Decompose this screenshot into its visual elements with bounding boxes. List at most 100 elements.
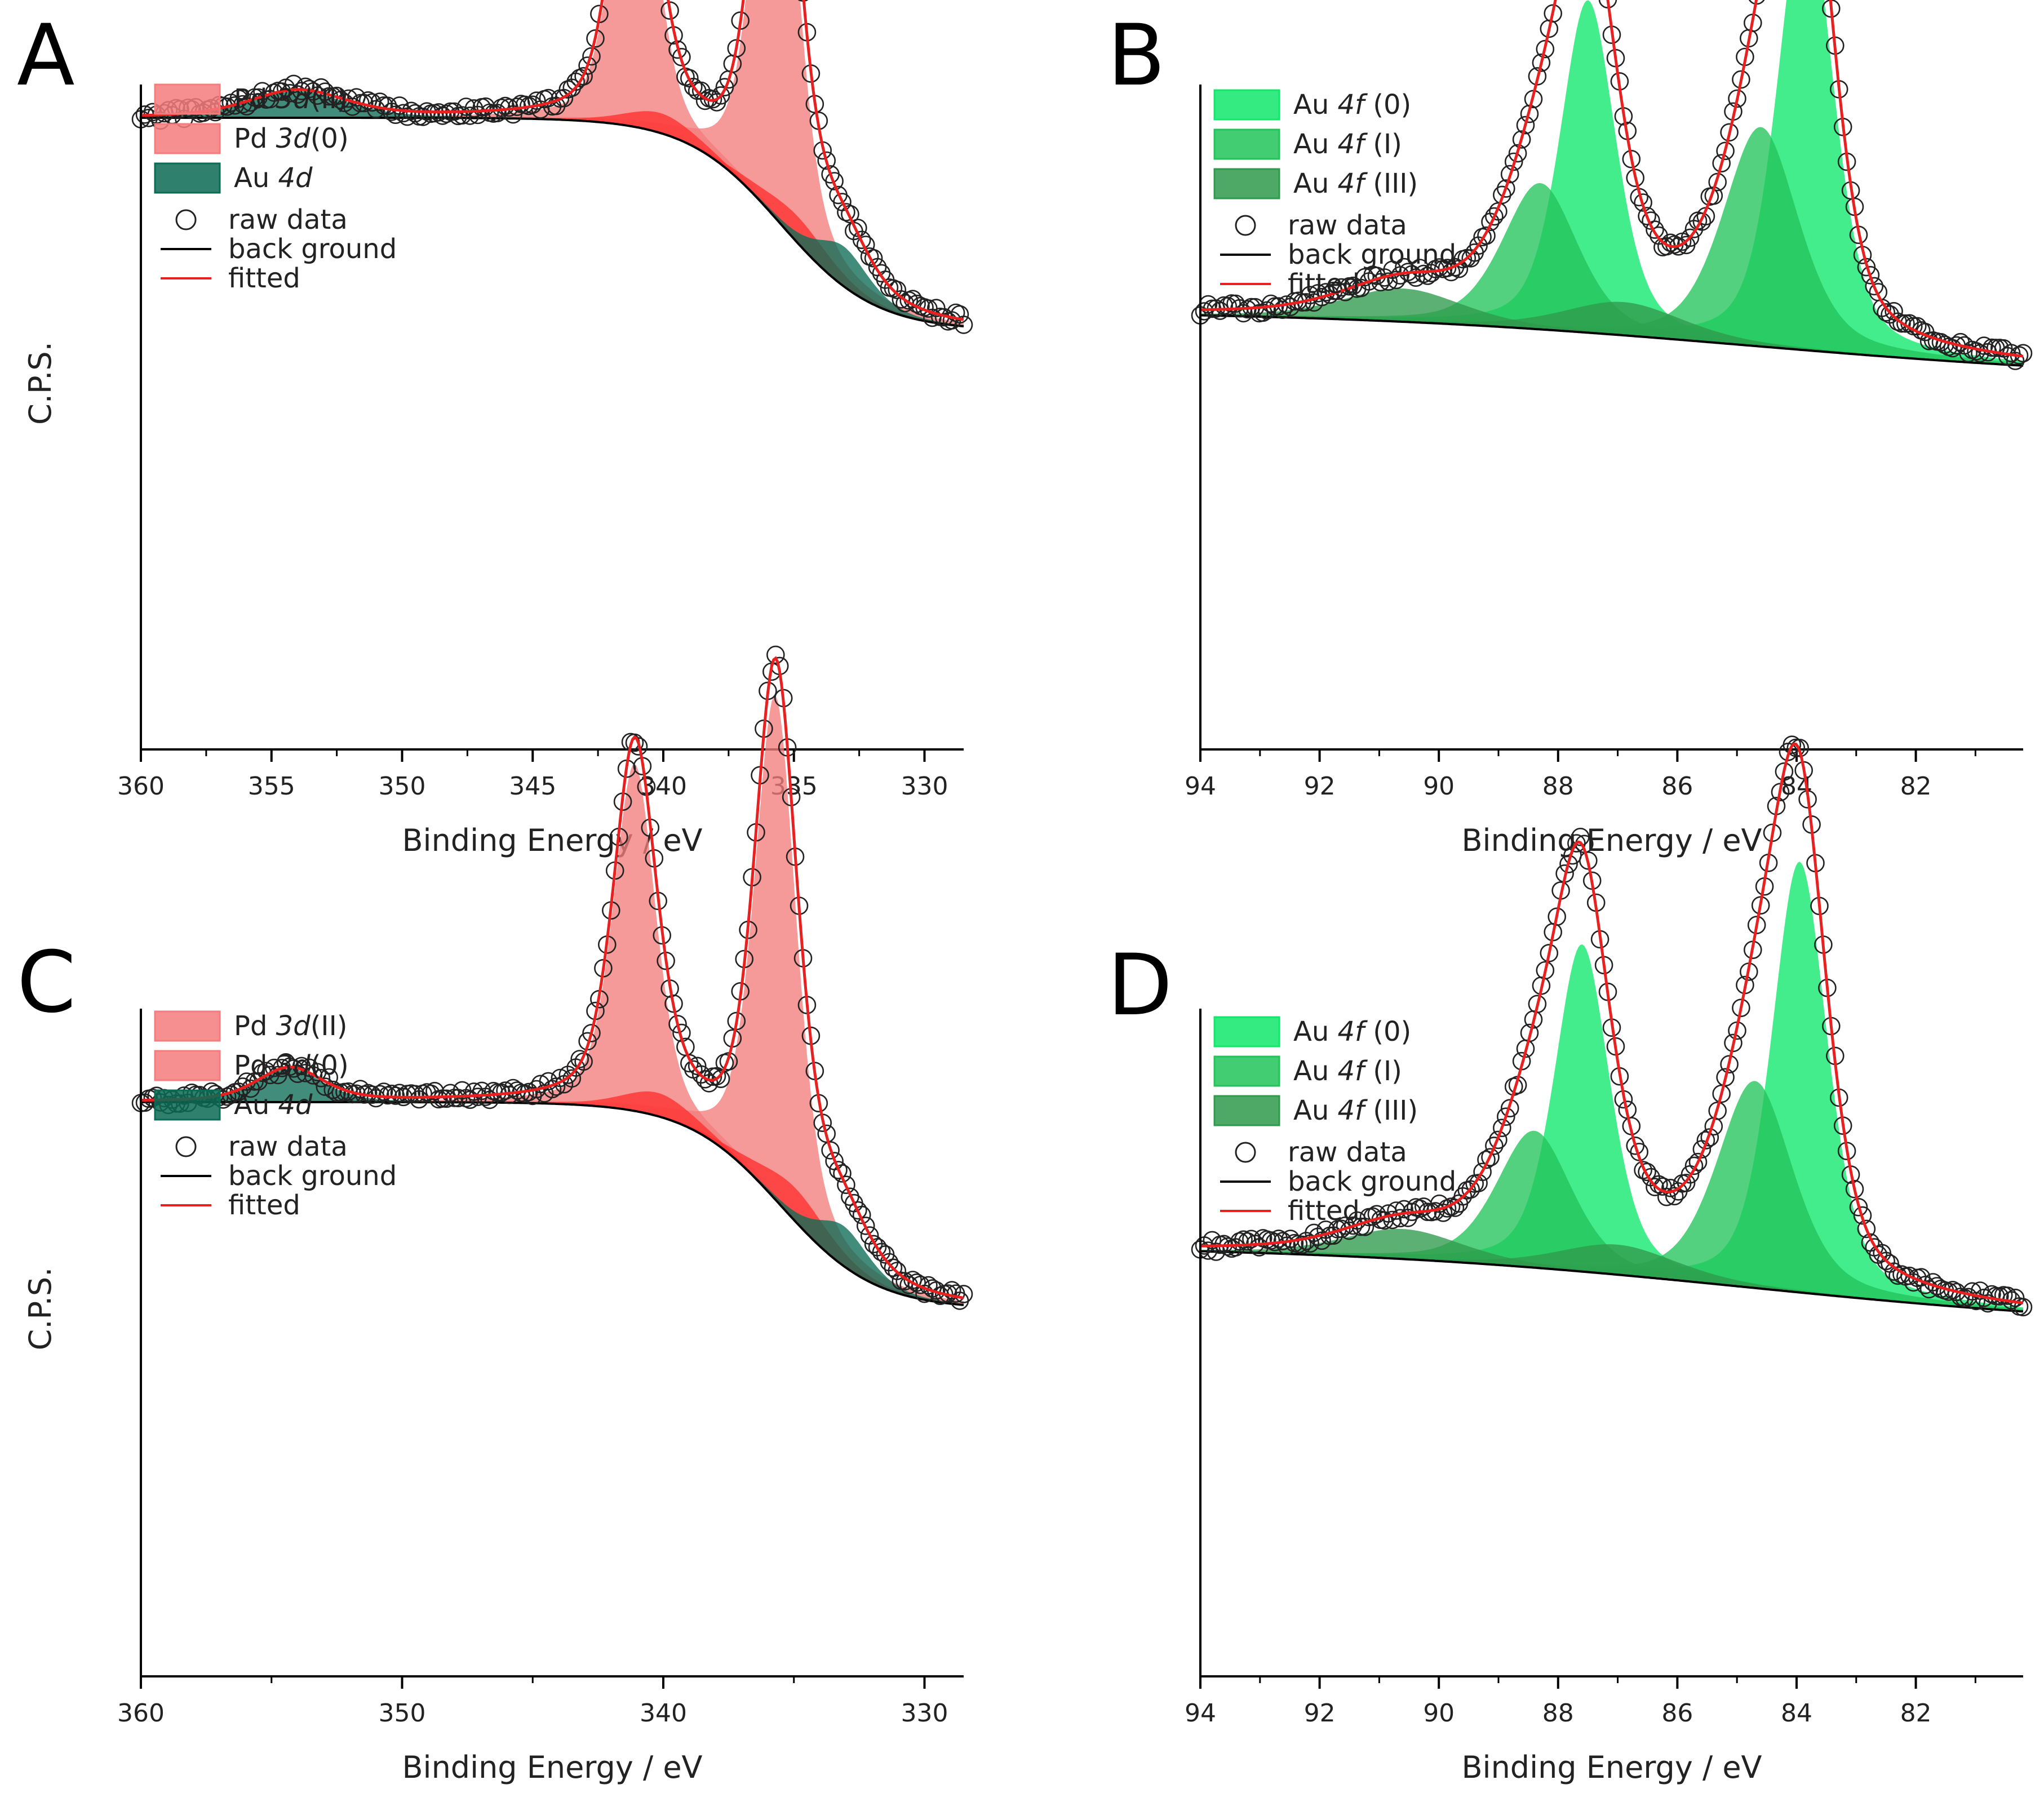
raw-data-point (1716, 1068, 1735, 1087)
raw-data-point (1477, 1150, 1496, 1169)
raw-data-point (1775, 762, 1794, 781)
raw-data-point (1379, 272, 1398, 291)
raw-data-point (833, 1164, 852, 1183)
legend-swatch (154, 162, 221, 194)
raw-data-point (578, 56, 597, 75)
raw-data-point (1309, 284, 1327, 303)
raw-data-series (1191, 0, 2033, 370)
raw-data-point (453, 106, 472, 125)
raw-data-point (707, 1067, 726, 1086)
y-axis-title: C.P.S. (23, 1267, 58, 1351)
x-tick-label: 90 (1423, 772, 1455, 801)
panel-d: 94 92 90 88 86 84 82 Binding Energy / eV D Au 4f … (1107, 735, 2033, 1785)
raw-data-point (829, 1161, 848, 1179)
raw-data-point (1959, 344, 1978, 363)
raw-data-point (856, 236, 875, 254)
raw-data-point (841, 205, 859, 224)
raw-data-point (1332, 1219, 1351, 1239)
x-axis-title: Binding Energy / eV (1462, 1750, 1762, 1785)
legend-label: raw data (228, 204, 348, 236)
x-axis-title: Binding Energy / eV (402, 1750, 703, 1785)
legend-label: Au 4d (234, 1089, 313, 1121)
x-tick-label: 355 (248, 772, 295, 801)
x-tick-label: 94 (1185, 772, 1216, 801)
raw-data-point (1508, 144, 1527, 163)
background-line (141, 117, 964, 327)
raw-data-point (1493, 1119, 1511, 1137)
panel-letter: A (17, 7, 75, 105)
panel-letter: B (1107, 7, 1165, 105)
x-tick-label: 350 (378, 1699, 425, 1728)
legend-marker (175, 1136, 197, 1157)
raw-data-point (574, 67, 593, 86)
legend: Au 4f (0) Au 4f (I) Au 4f (III) raw databac… (1213, 89, 1456, 300)
raw-data-point (1438, 259, 1457, 277)
raw-data-point (1528, 995, 1547, 1014)
raw-data-point (406, 104, 425, 123)
panel-letter: C (17, 934, 76, 1032)
raw-data-point (1411, 1199, 1429, 1218)
legend-swatch (154, 1010, 221, 1042)
raw-data-point (374, 1082, 393, 1101)
raw-data-point (343, 97, 362, 116)
raw-data-point (1497, 1107, 1515, 1126)
x-tick-label: 350 (378, 772, 425, 801)
raw-data-point (1415, 264, 1433, 283)
raw-data-point (1218, 296, 1237, 316)
component-au-4d-5-2 (141, 1102, 964, 1305)
raw-data-point (586, 29, 605, 48)
raw-data-point (312, 1069, 331, 1088)
legend-label: back ground (1288, 1166, 1456, 1197)
x-tick-label: 88 (1542, 772, 1574, 801)
legend-label: raw data (228, 1131, 348, 1162)
raw-data-point (1344, 1216, 1363, 1235)
x-axis-title: Binding Energy / eV (402, 823, 703, 858)
legend-label: Au 4f (0) (1293, 89, 1411, 121)
x-axis-title: Binding Energy / eV (1462, 823, 1762, 858)
raw-data-point (852, 230, 871, 250)
raw-data-point (1845, 1180, 1864, 1199)
legend-swatch (1213, 89, 1280, 121)
raw-data-point (1500, 1099, 1519, 1117)
legend-label: raw data (1288, 1137, 1407, 1168)
raw-data-point (1489, 1130, 1507, 1150)
legend-label: Au 4f (III) (1293, 1095, 1418, 1126)
legend-label: Au 4f (III) (1293, 168, 1418, 199)
raw-data-point (1473, 1162, 1492, 1181)
raw-data-point (531, 1075, 550, 1094)
raw-data-point (1536, 39, 1555, 59)
raw-data-point (849, 1201, 867, 1220)
raw-data-point (1638, 1162, 1656, 1182)
legend-swatch (1213, 1055, 1280, 1087)
raw-data-point (1536, 961, 1555, 980)
raw-data-point (1477, 226, 1496, 245)
raw-data-point (1967, 1292, 1985, 1311)
raw-data-point (1540, 944, 1559, 962)
legend-label: fitted (228, 263, 300, 294)
legend-marker (1235, 1142, 1256, 1163)
legend-swatch (154, 1050, 221, 1081)
raw-data-point (496, 1081, 515, 1100)
background-line (141, 1100, 964, 1306)
raw-data-point (1313, 287, 1331, 307)
raw-data-point (1500, 165, 1519, 184)
legend-label: back ground (228, 1160, 397, 1192)
raw-data-point (406, 1085, 425, 1104)
x-tick-label: 86 (1661, 1699, 1693, 1728)
raw-data-point (1371, 273, 1390, 292)
raw-data-point (1849, 1198, 1868, 1217)
raw-data-point (1696, 1131, 1715, 1150)
raw-data-point (668, 1015, 687, 1033)
raw-data-point (1481, 1148, 1500, 1166)
raw-data-point (1261, 294, 1280, 313)
x-tick-label: 340 (640, 1699, 687, 1728)
component-au-4f-0-5-2 (1200, 944, 2023, 1312)
raw-data-point (1688, 1152, 1708, 1171)
raw-data-point (327, 1083, 346, 1102)
raw-data-point (954, 316, 973, 334)
x-tick-label: 330 (901, 772, 948, 801)
legend-swatch (154, 83, 221, 115)
raw-data-point (821, 1141, 840, 1160)
raw-data-point (304, 1066, 323, 1085)
raw-data-point (1634, 193, 1652, 212)
